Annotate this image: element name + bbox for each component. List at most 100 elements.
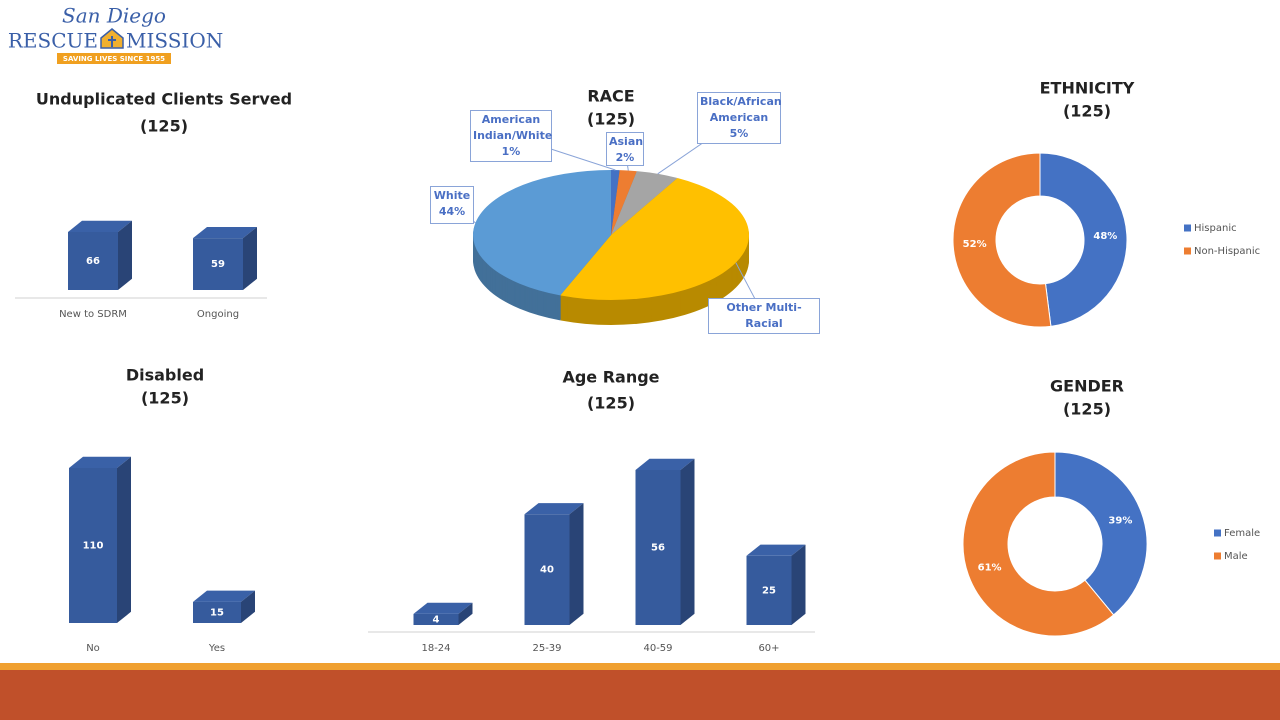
bar-side [118, 220, 132, 290]
callout: White 44% [430, 186, 474, 224]
value-label: 1% [501, 145, 521, 158]
pie-slice [611, 171, 678, 235]
slice-label: White [433, 189, 471, 202]
chart-subtitle: (125) [587, 394, 635, 413]
bar-top [193, 590, 255, 602]
value-label: 110 [83, 541, 104, 552]
donut-slice [1039, 152, 1128, 327]
logo-tag-bg [57, 53, 171, 64]
bar [413, 613, 459, 625]
callout: American Indian/White 1% [470, 110, 552, 162]
value-label: 4 [433, 614, 440, 625]
bar-side [569, 503, 584, 625]
bar [524, 514, 570, 625]
legend-label: Male [1224, 551, 1248, 562]
chart-subtitle: (125) [587, 110, 635, 129]
slice-label: Black/African American [700, 95, 781, 124]
pie-slice [611, 170, 637, 235]
value-label: 56 [651, 543, 665, 554]
value-label: 48% [1093, 231, 1117, 242]
value-label: 61% [978, 563, 1002, 574]
value-label: 5% [729, 127, 749, 140]
donut-slice [1054, 451, 1148, 616]
callout-box: White 44% [430, 186, 474, 224]
footer-band [0, 670, 1280, 720]
slice-label: Other Multi-Racial [726, 301, 802, 330]
logo-line1: San Diego [62, 4, 166, 28]
bar [68, 232, 118, 290]
legend-label: Female [1224, 528, 1260, 539]
pie-slice [560, 178, 749, 301]
bar-side [117, 456, 131, 623]
footer-stripe [0, 663, 1280, 670]
bar-top [746, 544, 806, 556]
logo: San Diego RESCUE MISSION SAVING LIVES SI… [8, 4, 223, 64]
logo-cross [108, 36, 116, 47]
legend-swatch [1184, 247, 1191, 255]
x-tick-label: 60+ [758, 643, 779, 654]
x-tick-label: 18-24 [421, 643, 450, 654]
callout-box: Black/African American 5% [697, 92, 781, 144]
value-label: 2% [615, 151, 635, 164]
bar-side [241, 590, 255, 623]
bar-top [68, 220, 132, 232]
bar [635, 470, 681, 625]
bar-side [243, 226, 257, 290]
bar-top [413, 602, 473, 614]
chart-title: Unduplicated Clients Served [36, 90, 292, 109]
chart-title: ETHNICITY [1040, 79, 1135, 98]
logo-word1: RESCUE [8, 29, 98, 53]
pie-slice [611, 170, 620, 235]
legend-label: Non-Hispanic [1194, 246, 1260, 257]
bar [193, 601, 241, 623]
bar-side [458, 602, 473, 625]
logo-word2: MISSION [126, 29, 223, 53]
bar-top [69, 456, 131, 468]
callout: Black/African American 5% [697, 92, 781, 144]
value-label: 59 [211, 259, 225, 270]
value-label: 52% [963, 239, 987, 250]
value-label: 48% [711, 332, 817, 334]
legend-swatch [1214, 552, 1221, 560]
donut-slice [952, 152, 1052, 328]
x-tick-label: Yes [208, 643, 225, 654]
chart-subtitle: (125) [140, 117, 188, 136]
chart-title: RACE [587, 87, 634, 106]
bar-top [635, 458, 695, 470]
slice-label: American Indian/White [473, 113, 552, 142]
value-label: 39% [1108, 515, 1132, 526]
x-tick-label: New to SDRM [59, 309, 127, 320]
callout: Other Multi-Racial 48% [708, 298, 820, 334]
chart-title: Age Range [562, 368, 659, 387]
legend-label: Hispanic [1194, 223, 1237, 234]
value-label: 40 [540, 565, 554, 576]
chart-title: GENDER [1050, 377, 1124, 396]
bar-top [193, 226, 257, 239]
legend-swatch [1184, 224, 1191, 232]
callout-box: American Indian/White 1% [470, 110, 552, 162]
callout: Asian 2% [606, 132, 644, 166]
logo-tagline: SAVING LIVES SINCE 1955 [63, 55, 165, 63]
bar [193, 238, 243, 290]
bar-top [524, 503, 584, 515]
x-tick-label: 25-39 [532, 643, 561, 654]
chart-title: Disabled [126, 366, 204, 385]
value-label: 15 [210, 607, 224, 618]
chart-subtitle: (125) [1063, 400, 1111, 419]
bar [746, 555, 792, 625]
x-tick-label: 40-59 [643, 643, 672, 654]
chart-subtitle: (125) [141, 389, 189, 408]
donut-slice [962, 451, 1115, 637]
bar [69, 468, 117, 623]
chart-subtitle: (125) [1063, 102, 1111, 121]
value-label: 66 [86, 256, 100, 267]
legend-swatch [1214, 529, 1221, 537]
value-label: 44% [438, 205, 466, 218]
bar-side [680, 458, 695, 625]
pie-slice [472, 170, 611, 296]
value-label: 25 [762, 585, 776, 596]
callout-box: Asian 2% [606, 132, 644, 166]
bar-side [791, 544, 806, 625]
